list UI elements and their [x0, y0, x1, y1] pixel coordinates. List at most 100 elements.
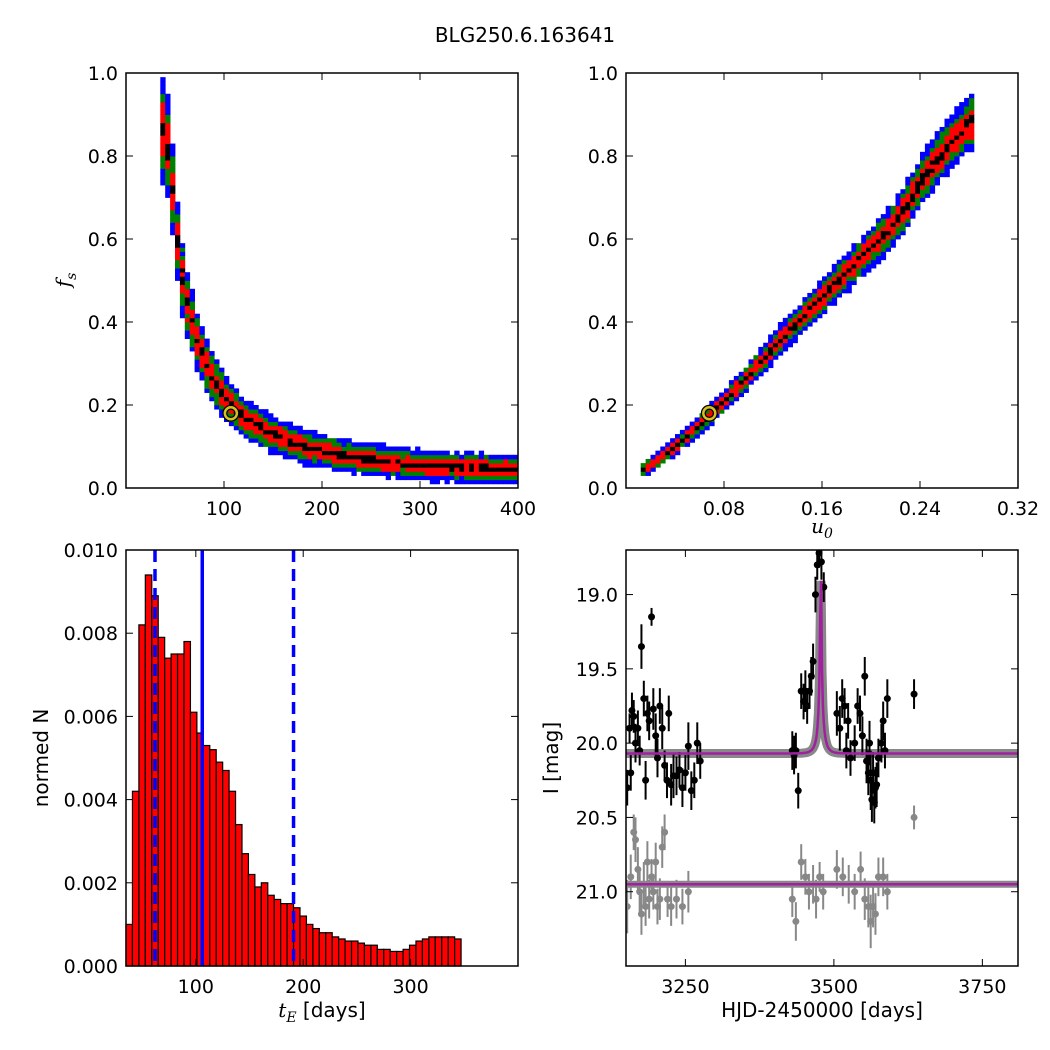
heatmap-cell [429, 458, 436, 464]
heatmap-cell [228, 388, 235, 393]
heatmap-cell [670, 442, 676, 447]
heatmap-cell [959, 102, 965, 107]
heatmap-cell [199, 375, 205, 381]
heatmap-cell [189, 309, 195, 315]
heatmap-cell [900, 197, 906, 203]
heatmap-cell [934, 176, 940, 182]
heatmap-cell [929, 172, 936, 178]
heatmap-cell [900, 193, 906, 198]
heatmap-cell [243, 400, 249, 406]
heatmap-cell [184, 272, 191, 277]
heatmap-cell [802, 297, 808, 302]
heatmap-cell [194, 317, 200, 323]
heatmap-cell [258, 429, 264, 435]
heatmap-cell [880, 234, 887, 240]
heatmap-cell [959, 114, 965, 120]
heatmap-cell [508, 454, 514, 460]
heatmap-cell [248, 405, 254, 410]
heatmap-cell [170, 193, 176, 198]
heatmap-cell [709, 413, 715, 418]
heatmap-cell [170, 172, 176, 178]
heatmap-cell [317, 450, 323, 456]
heatmap-cell [199, 330, 205, 335]
heatmap-cell [282, 434, 289, 439]
heatmap-cell [160, 106, 166, 111]
data-point [632, 836, 640, 844]
heatmap-cell [204, 342, 210, 348]
heatmap-cell [302, 454, 308, 460]
heatmap-cell [875, 259, 882, 265]
heatmap-cell [817, 297, 823, 302]
heatmap-cell [385, 450, 391, 456]
heatmap-cell [390, 458, 396, 464]
data-point [801, 873, 809, 881]
heatmap-cell [209, 355, 215, 360]
heatmap-cell [929, 147, 936, 153]
heatmap-cell [189, 288, 195, 294]
heatmap-cell [204, 380, 210, 385]
heatmap-cell [312, 434, 318, 439]
heatmap-cell [224, 392, 230, 398]
heatmap-cell [170, 164, 176, 169]
heatmap-cell [488, 475, 494, 481]
histogram-bar [131, 790, 140, 967]
heatmap-cell [954, 143, 960, 149]
heatmap-cell [738, 384, 744, 389]
heatmap-cell [944, 156, 950, 161]
heatmap-cell [944, 143, 950, 149]
heatmap-cell [160, 172, 166, 178]
heatmap-cell [312, 454, 318, 460]
heatmap-cell [802, 326, 808, 331]
heatmap-cell [434, 450, 440, 456]
heatmap-cell [905, 189, 911, 194]
heatmap-cell [728, 380, 735, 385]
heatmap-cell [498, 454, 504, 460]
heatmap-cell [224, 384, 230, 389]
heatmap-cell [959, 122, 965, 128]
heatmap-cell [273, 425, 279, 431]
heatmap-cell [753, 375, 759, 381]
heatmap-cell [449, 471, 455, 476]
heatmap-cell [165, 168, 171, 173]
heatmap-cell [209, 371, 215, 377]
heatmap-cell [797, 322, 803, 327]
heatmap-cell [954, 122, 960, 128]
heatmap-cell [238, 396, 244, 402]
heatmap-cell [822, 309, 828, 315]
heatmap-cell [390, 471, 396, 476]
heatmap-cell [753, 355, 759, 360]
heatmap-cell [503, 471, 509, 476]
heatmap-cell [351, 471, 357, 476]
heatmap-cell [420, 454, 426, 460]
heatmap-cell [312, 438, 318, 443]
y-tick-label: 19.5 [576, 659, 618, 681]
heatmap-cell [228, 409, 235, 414]
histogram-bar [428, 936, 436, 967]
heatmap-cell [258, 442, 264, 447]
heatmap-cell [277, 442, 284, 447]
data-point [847, 754, 855, 762]
heatmap-cell [175, 230, 181, 236]
heatmap-cell [331, 442, 338, 447]
heatmap-cell [179, 292, 186, 298]
heatmap-cell [782, 326, 789, 331]
heatmap-cell [733, 392, 740, 398]
heatmap-cell [336, 450, 342, 456]
heatmap-cell [228, 400, 235, 406]
heatmap-cell [209, 375, 215, 381]
heatmap-cell [464, 463, 470, 468]
histogram-bar [254, 886, 262, 967]
heatmap-cell [184, 288, 191, 294]
heatmap-cell [228, 421, 235, 427]
histogram-bar [280, 902, 288, 967]
heatmap-cell [361, 446, 367, 452]
heatmap-cell [410, 471, 416, 476]
heatmap-cell [890, 214, 896, 219]
heatmap-cell [719, 396, 725, 402]
heatmap-cell [454, 471, 460, 476]
heatmap-cell [675, 446, 681, 452]
heatmap-cell [302, 429, 308, 435]
heatmap-cell [194, 326, 200, 331]
heatmap-cell [880, 214, 887, 219]
